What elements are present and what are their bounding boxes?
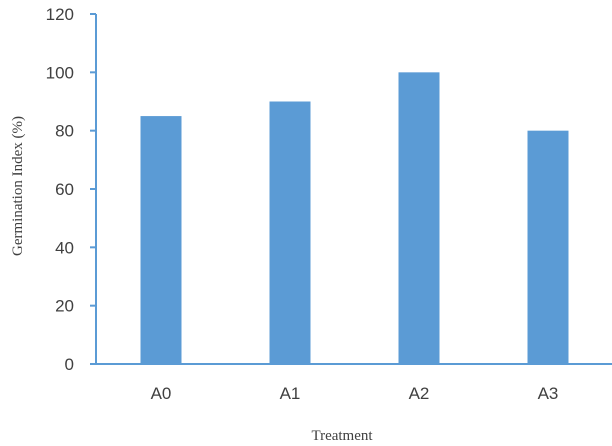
y-tick-label: 80 [55, 122, 74, 141]
bar-a3 [527, 130, 569, 364]
y-tick-label: 100 [46, 63, 74, 82]
y-tick-label: 20 [55, 297, 74, 316]
y-tick-label: 60 [55, 180, 74, 199]
bar-a2 [398, 72, 440, 364]
x-tick-label: A1 [280, 384, 301, 403]
y-axis-ticks: 0 20 40 60 80 100 120 [46, 5, 96, 374]
x-axis-title: Treatment [311, 428, 373, 444]
bars [140, 72, 569, 364]
x-tick-label: A2 [409, 384, 430, 403]
y-axis-title: Germination Index (%) [10, 116, 26, 256]
y-tick-label: 0 [65, 355, 74, 374]
bar-a0 [140, 116, 182, 364]
x-tick-label: A3 [538, 384, 559, 403]
y-tick-label: 120 [46, 5, 74, 24]
x-axis-ticks: A0 A1 A2 A3 [151, 384, 559, 403]
x-tick-label: A0 [151, 384, 172, 403]
bar-a1 [269, 101, 311, 364]
y-tick-label: 40 [55, 238, 74, 257]
